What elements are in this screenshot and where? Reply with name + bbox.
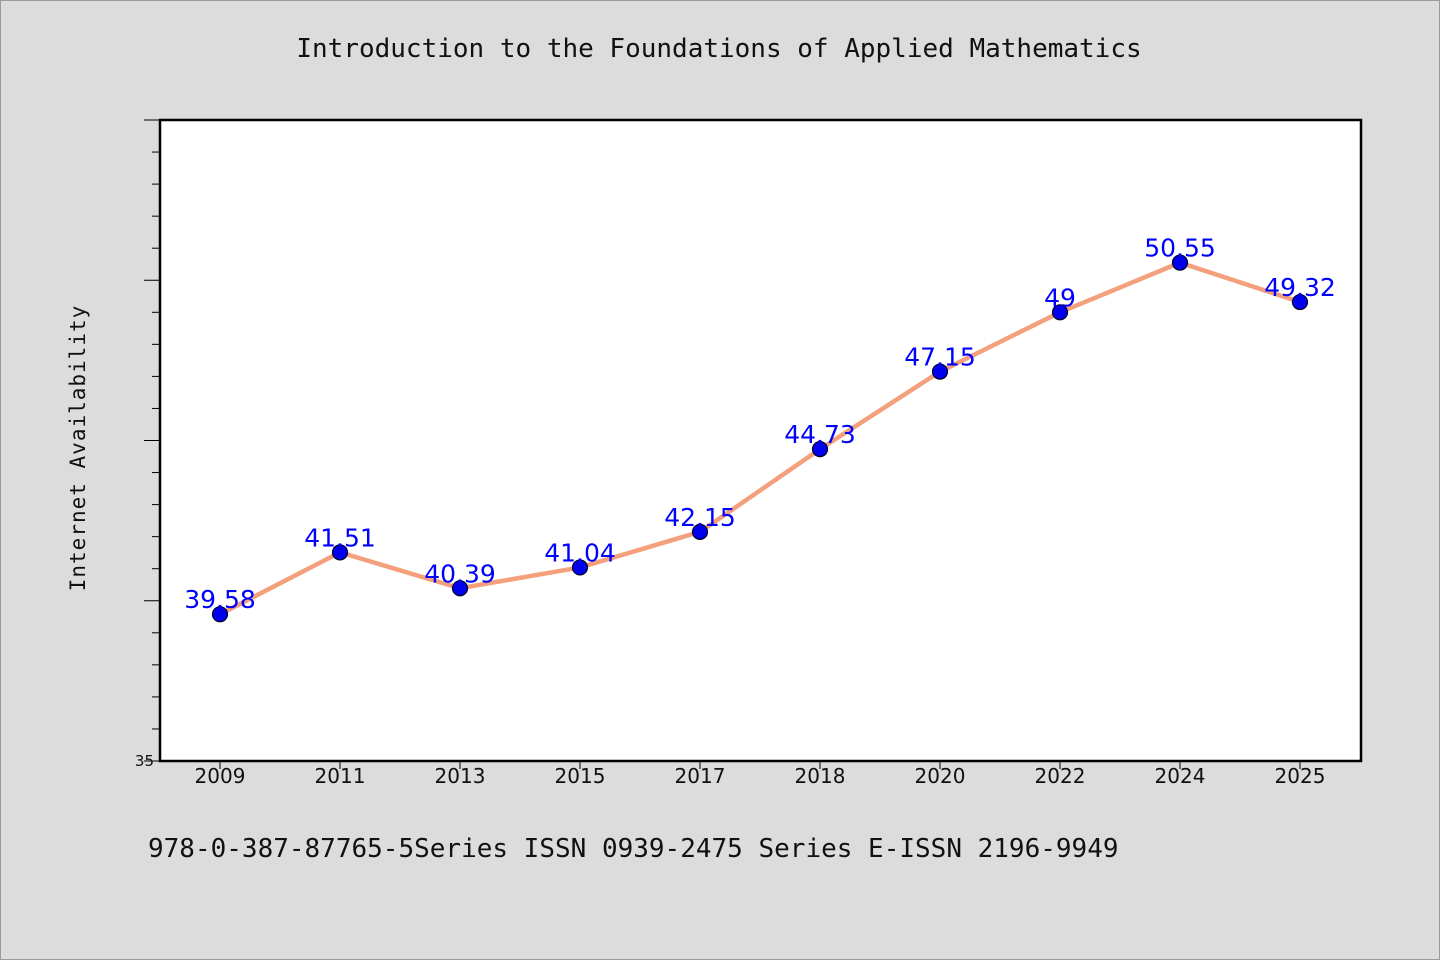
- data-label: 41.04: [544, 538, 616, 567]
- data-label: 42.15: [664, 503, 736, 532]
- x-tick-label: 2009: [195, 764, 246, 788]
- plot-area: [158, 118, 1363, 763]
- data-point: [211, 606, 229, 623]
- data-label: 47.15: [904, 343, 976, 372]
- data-point: [811, 441, 829, 458]
- data-point: [691, 523, 709, 540]
- data-label: 44.73: [784, 420, 856, 449]
- x-tick-label: 2025: [1275, 764, 1326, 788]
- data-point: [1051, 304, 1069, 321]
- data-point: [331, 544, 349, 561]
- data-point: [931, 363, 949, 380]
- x-tick-label: 2024: [1155, 764, 1206, 788]
- data-point: [1291, 293, 1309, 311]
- y-tick-label: 35: [135, 752, 154, 770]
- series-line: [217, 260, 1303, 617]
- chart-title: Introduction to the Foundations of Appli…: [296, 34, 1142, 64]
- data-label: 50.55: [1144, 234, 1216, 263]
- data-label: 49.32: [1264, 273, 1336, 302]
- data-point: [571, 559, 589, 576]
- x-tick-label: 2017: [675, 764, 726, 788]
- x-tick-label: 2020: [915, 764, 966, 788]
- data-point: [451, 580, 469, 597]
- footer-isbn-issn: 978-0-387-87765-5Series ISSN 0939-2475 S…: [148, 834, 1119, 864]
- x-tick-label: 2015: [555, 764, 606, 788]
- data-label: 39.58: [184, 585, 256, 614]
- data-label: 41.51: [304, 523, 376, 552]
- data-label: 49: [1044, 283, 1076, 312]
- x-tick-label: 2013: [435, 764, 486, 788]
- x-tick-label: 2011: [315, 764, 366, 788]
- x-tick-label: 2018: [795, 764, 846, 788]
- data-label: 40.39: [424, 559, 496, 588]
- x-tick-label: 2022: [1035, 764, 1086, 788]
- data-point: [1171, 254, 1189, 271]
